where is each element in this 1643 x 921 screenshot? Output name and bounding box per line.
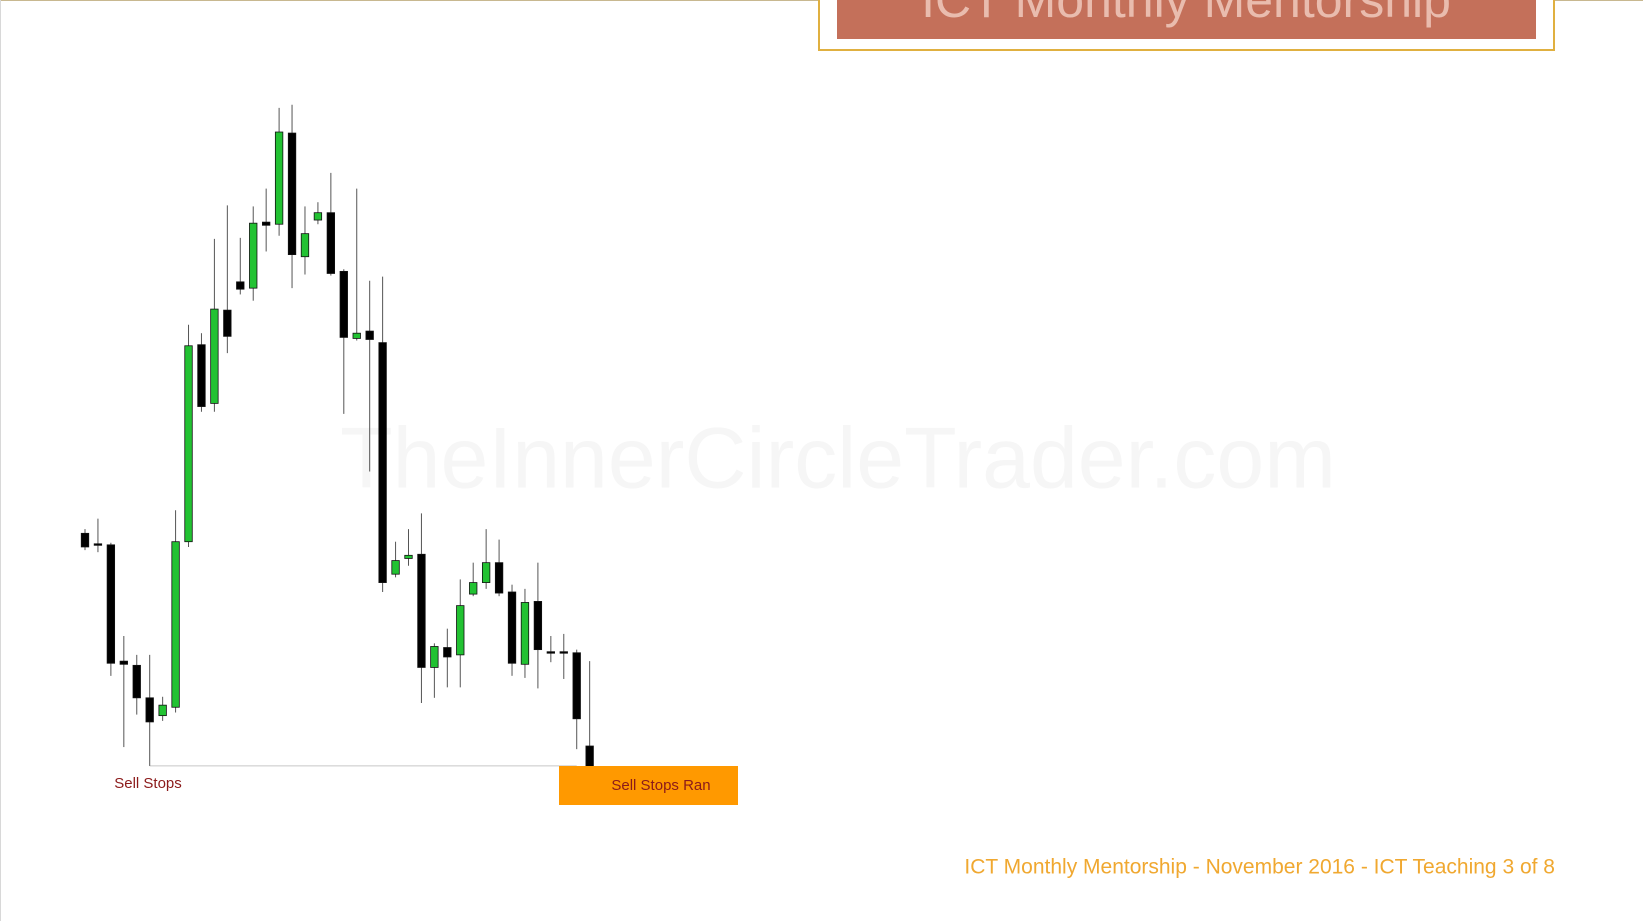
candle-body: [404, 554, 413, 559]
candle-body: [443, 647, 452, 658]
candle-body: [481, 562, 491, 583]
candle-body: [326, 212, 336, 274]
candle-body: [236, 281, 245, 290]
candle-body: [313, 212, 323, 221]
candle-body: [456, 605, 465, 656]
candle-body: [417, 553, 426, 668]
annotation: Sell Stops: [114, 775, 182, 792]
candle-body: [507, 591, 517, 664]
candle-body: [469, 582, 478, 595]
candle-body: [546, 651, 555, 654]
candle-body: [171, 541, 180, 708]
candle-body: [430, 646, 439, 668]
annotation-box: [559, 766, 738, 805]
candle-body: [106, 544, 116, 664]
candle-body: [520, 602, 530, 665]
banner-title: ICT Monthly Mentorship: [921, 0, 1451, 28]
candle-body: [80, 532, 90, 548]
candle-body: [210, 308, 219, 404]
candle-body: [287, 132, 297, 256]
candle-body: [93, 543, 103, 546]
watermark: TheInnerCircleTrader.com: [340, 411, 1336, 507]
candle-body: [533, 601, 543, 651]
footer: ICT Monthly Mentorship - November 2016 -…: [964, 856, 1555, 879]
candle-body: [145, 697, 154, 723]
candle-body: [262, 221, 271, 226]
candle-body: [119, 660, 128, 665]
candle-body: [559, 651, 568, 654]
candle-body: [197, 344, 206, 407]
candle-body: [352, 332, 361, 339]
candle-body: [158, 704, 167, 717]
candle-body: [274, 131, 284, 225]
candle-body: [223, 309, 232, 337]
candles: [80, 104, 594, 797]
candle-body: [300, 233, 310, 258]
candle-body: [365, 330, 374, 340]
candle-body: [132, 664, 141, 699]
banner: [837, 0, 1536, 39]
candle-body: [378, 342, 387, 583]
candle-body: [184, 345, 193, 543]
candle-body: [494, 562, 504, 594]
candle-body: [391, 560, 400, 575]
candle-body: [339, 270, 348, 338]
candle-body: [249, 222, 258, 289]
annotation: Sell Stops Ran: [611, 777, 710, 794]
candle-body: [572, 652, 581, 720]
